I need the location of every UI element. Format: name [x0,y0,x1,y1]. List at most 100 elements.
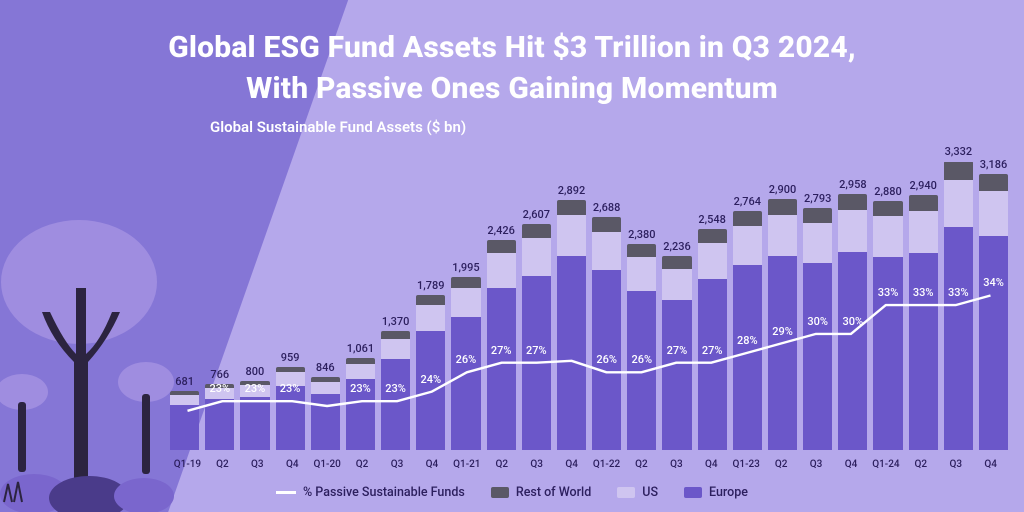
bar-segment-rest [662,256,691,268]
bar-segment-us [698,243,727,279]
bar-segment-europe [311,394,340,450]
bar-segment-europe [346,379,375,450]
bar-stack [803,208,832,450]
bar-column: 2,42627% [487,140,516,450]
x-tick-label: Q4 [554,455,589,470]
bar-column: 2,892 [557,140,586,450]
x-tick-label: Q4 [275,455,310,470]
legend-item: US [617,485,658,500]
bar-segment-us [909,211,938,253]
bar-column: 2,79330% [803,140,832,450]
bar-total-label: 2,793 [804,192,831,205]
x-tick-label: Q3 [659,455,694,470]
bar-total-label: 2,380 [628,228,655,241]
headline-title: Global ESG Fund Assets Hit $3 Trillion i… [0,28,1024,109]
legend-label: US [642,485,658,500]
bar-total-label: 800 [246,365,265,378]
bar-total-label: 2,607 [523,208,550,221]
legend-swatch-icon [684,487,702,498]
bar-total-label: 959 [281,351,300,364]
bar-segment-europe [205,399,234,450]
bar-total-label: 2,958 [839,178,866,191]
bar-stack [205,384,234,450]
bar-segment-us [416,305,445,331]
bar-column: 2,38026% [627,140,656,450]
x-tick-label: Q2 [624,455,659,470]
bar-stack [838,194,867,450]
bar-column: 2,94033% [909,140,938,450]
bar-stack [276,367,305,450]
bar-column: 2,76428% [733,140,762,450]
bar-column: 2,54827% [698,140,727,450]
bar-total-label: 2,900 [769,183,796,196]
bar-segment-us [873,216,902,257]
bar-segment-europe [592,270,621,450]
bar-segment-rest [803,208,832,223]
bar-segment-europe [451,317,480,450]
bar-segment-us [451,288,480,317]
bar-total-label: 3,332 [945,145,972,158]
bar-stack [873,201,902,450]
legend-label: % Passive Sustainable Funds [303,485,465,500]
bar-segment-us [522,238,551,275]
bar-segment-europe [944,227,973,450]
bar-column: 2,90029% [768,140,797,450]
chart-subtitle: Global Sustainable Fund Assets ($ bn) [210,118,466,136]
bar-stack [311,377,340,450]
legend-item: % Passive Sustainable Funds [276,485,465,500]
x-tick-label: Q3 [799,455,834,470]
bar-segment-europe [838,252,867,450]
bar-segment-us [803,223,832,263]
bar-segment-us [733,226,762,265]
bar-segment-us [979,191,1008,236]
bar-total-label: 3,186 [980,158,1007,171]
bar-stack [381,331,410,450]
x-tick-label: Q1-23 [729,455,764,470]
bar-segment-europe [873,257,902,450]
x-tick-label: Q3 [380,455,415,470]
bar-segment-rest [627,244,656,257]
bar-total-label: 1,995 [452,261,479,274]
bar-segment-rest [557,200,586,216]
bar-stack [522,224,551,450]
bar-segment-rest [838,194,867,210]
x-tick-label: Q2 [764,455,799,470]
bar-column: 1,78924% [416,140,445,450]
bar-total-label: 2,236 [663,240,690,253]
legend: % Passive Sustainable FundsRest of World… [0,485,1024,500]
bar-segment-europe [557,256,586,450]
bar-segment-rest [733,211,762,226]
bar-stack [416,295,445,450]
bar-total-label: 846 [316,361,335,374]
bar-segment-europe [698,279,727,450]
bar-segment-europe [416,331,445,450]
bar-column: 2,88033% [873,140,902,450]
legend-label: Europe [709,485,748,500]
bar-segment-us [170,395,199,405]
title-line2: With Passive Ones Gaining Momentum [246,71,778,106]
bar-column: 2,23627% [662,140,691,450]
bar-total-label: 2,764 [734,195,761,208]
bar-segment-us [944,180,973,227]
bar-stack [944,161,973,450]
bar-segment-europe [803,263,832,450]
bar-column: 2,60727% [522,140,551,450]
x-tick-label: Q3 [938,455,973,470]
bar-segment-us [768,215,797,256]
bar-segment-rest [698,229,727,243]
bar-stack [979,174,1008,450]
bar-column: 1,99526% [451,140,480,450]
x-tick-label: Q4 [694,455,729,470]
bar-segment-europe [627,291,656,450]
bar-total-label: 2,548 [698,213,725,226]
bar-container: 68176623%80023%95923%8461,06123%1,37023%… [170,140,1008,450]
bar-segment-us [592,232,621,270]
bar-segment-rest [979,174,1008,191]
bar-segment-us [627,257,656,291]
bar-total-label: 2,688 [593,201,620,214]
bar-stack [909,195,938,450]
bar-stack [592,217,621,450]
bar-segment-europe [662,300,691,450]
bar-column: 95923% [276,140,305,450]
bar-column: 846 [311,140,340,450]
